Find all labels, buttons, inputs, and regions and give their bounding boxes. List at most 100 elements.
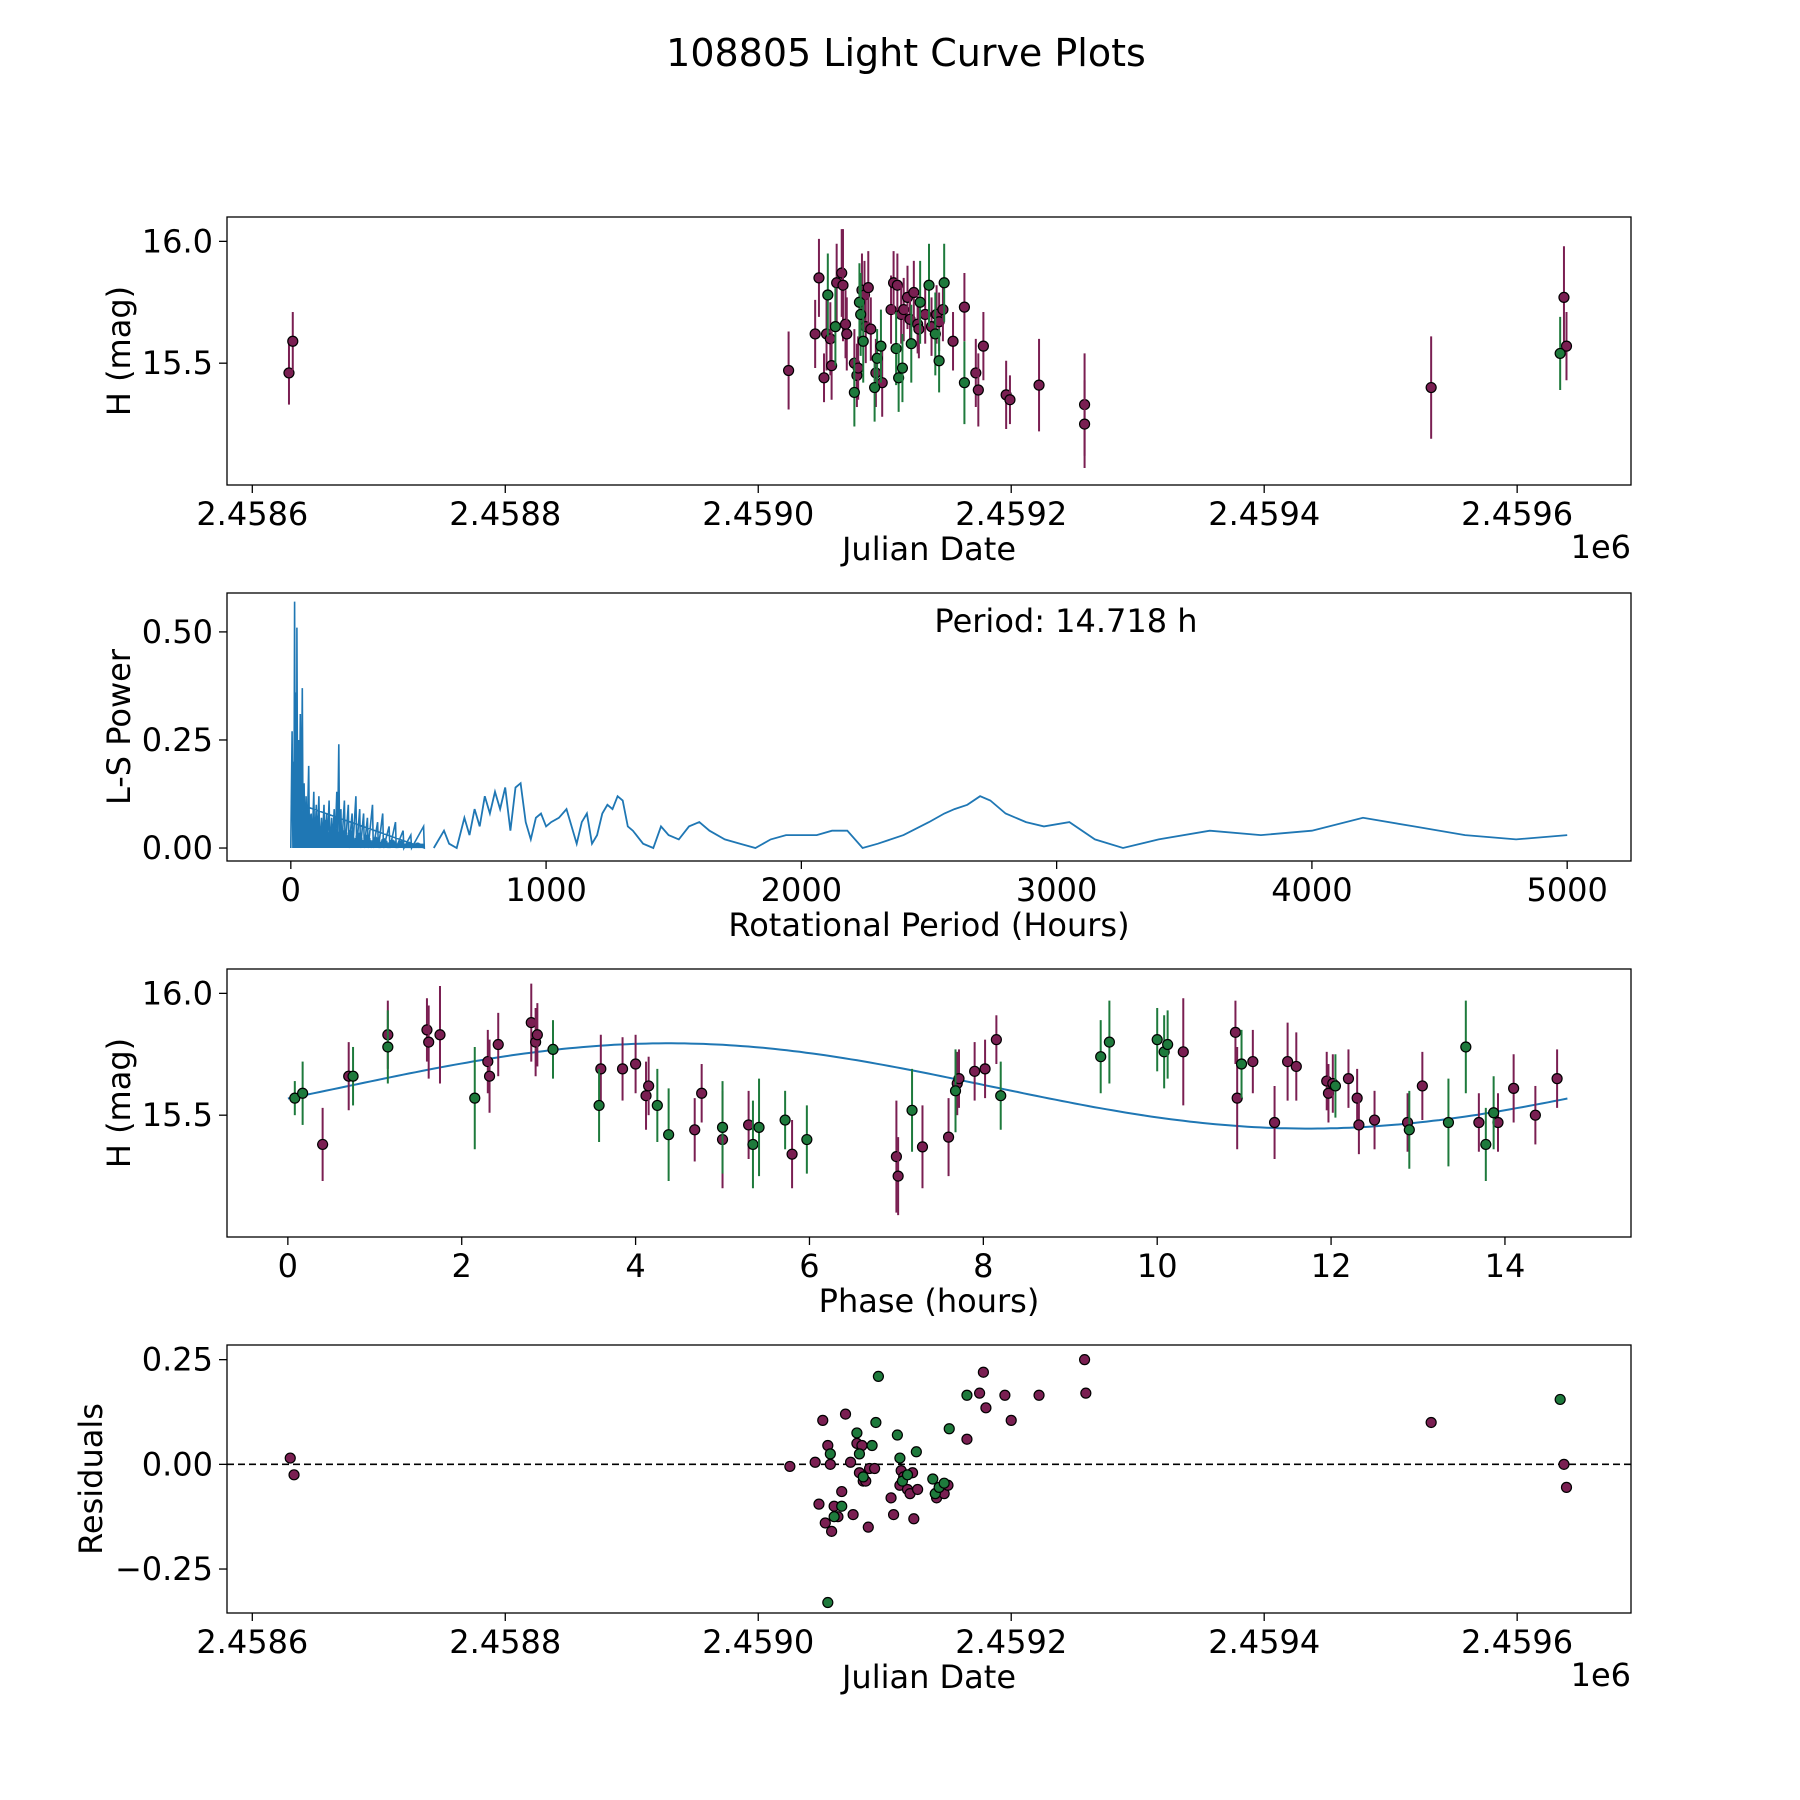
x-tick-label: 14	[1485, 1247, 1526, 1285]
residuals-xlabel: Julian Date	[840, 1658, 1016, 1696]
y-tick-label: −0.25	[115, 1550, 213, 1588]
data-point	[651, 1099, 663, 1112]
data-point	[961, 1389, 973, 1401]
data-point	[1162, 1038, 1174, 1051]
data-point	[1235, 1058, 1248, 1070]
data-point	[753, 1121, 765, 1133]
data-point	[1558, 1458, 1570, 1470]
data-point	[999, 1389, 1011, 1401]
data-point	[910, 1446, 922, 1458]
x-tick-label: 2.4596	[1461, 1623, 1573, 1661]
data-point	[1460, 1041, 1472, 1053]
data-point	[862, 1521, 874, 1533]
data-point	[1403, 1124, 1415, 1136]
data-point	[1329, 1080, 1342, 1092]
data-point	[689, 1124, 701, 1136]
data-point	[958, 301, 971, 313]
periodogram-ticks: 0 1000 2000 3000 4000 5000 0.00 0.25 0.50	[142, 613, 1608, 909]
data-point	[1425, 1416, 1437, 1429]
data-point	[869, 1462, 881, 1475]
x-tick-label: 2.4592	[955, 495, 1067, 533]
data-point	[283, 367, 295, 379]
data-point	[961, 1433, 973, 1445]
periodogram-frame	[226, 592, 1632, 862]
data-point	[1560, 1481, 1573, 1493]
data-point	[347, 1070, 359, 1082]
data-point	[1554, 1393, 1566, 1406]
phase-folded-ylabel: H (mag)	[100, 1038, 138, 1168]
residuals-marks	[227, 1354, 1631, 1609]
data-point	[1351, 1092, 1363, 1104]
data-point	[891, 279, 903, 291]
x-tick-label: 3000	[1016, 871, 1097, 909]
periodogram-curve	[433, 781, 1568, 850]
panel-residuals: 2.4586 2.4588 2.4590 2.4592 2.4594 2.4596 −0.2…	[72, 1341, 1632, 1696]
data-point	[979, 1063, 991, 1075]
data-point	[836, 1500, 848, 1512]
data-point	[809, 1456, 821, 1468]
data-point	[482, 1055, 494, 1068]
data-point	[595, 1063, 607, 1075]
data-point	[1368, 1114, 1381, 1126]
data-point	[288, 1469, 300, 1481]
data-point	[1353, 1119, 1365, 1131]
y-tick-label: 16.0	[142, 974, 213, 1012]
light-curve-offset-label: 1e6	[1571, 528, 1631, 566]
data-point	[890, 1150, 902, 1163]
x-tick-label: 4	[625, 1247, 645, 1285]
data-point	[492, 1038, 504, 1051]
data-point	[977, 1366, 989, 1378]
data-point	[1425, 381, 1437, 394]
y-tick-label: 0.25	[142, 1341, 213, 1379]
data-point	[1095, 1051, 1107, 1063]
data-point	[887, 1508, 900, 1521]
data-point	[817, 1414, 829, 1426]
x-tick-label: 4000	[1271, 871, 1352, 909]
data-point	[894, 1452, 906, 1464]
data-point	[1508, 1082, 1520, 1094]
data-point	[837, 279, 849, 291]
data-point	[937, 303, 949, 316]
data-point	[1416, 1080, 1428, 1092]
data-point	[908, 286, 920, 299]
x-tick-label: 2000	[761, 871, 842, 909]
data-point	[853, 1448, 866, 1460]
data-point	[949, 1085, 962, 1097]
phase-folded-frame	[226, 968, 1632, 1238]
data-point	[1004, 394, 1016, 406]
data-point	[643, 1080, 655, 1092]
light-curve-ylabel: H (mag)	[100, 286, 138, 416]
y-tick-label: 0.00	[142, 829, 213, 867]
data-point	[916, 1141, 929, 1153]
x-tick-label: 2.4586	[196, 495, 308, 533]
data-point	[824, 1448, 836, 1460]
y-tick-label: 0.00	[142, 1445, 213, 1483]
light-curve-frame	[226, 216, 1632, 486]
data-point	[871, 352, 883, 364]
data-point	[1005, 1414, 1017, 1426]
data-point	[929, 328, 941, 340]
data-point	[870, 1416, 882, 1429]
data-point	[317, 1138, 329, 1151]
data-point	[947, 335, 959, 347]
data-point	[747, 1138, 759, 1151]
data-point	[826, 1525, 838, 1537]
data-point	[531, 1029, 543, 1041]
x-tick-label: 8	[973, 1247, 993, 1285]
data-point	[1078, 418, 1091, 430]
x-tick-label: 2.4594	[1208, 495, 1320, 533]
data-point	[914, 296, 926, 308]
data-point	[289, 1092, 301, 1104]
data-point	[1268, 1116, 1281, 1129]
data-point	[1473, 1116, 1485, 1129]
data-point	[927, 1473, 939, 1485]
residuals-ylabel: Residuals	[72, 1403, 110, 1555]
data-point	[287, 335, 299, 347]
data-point	[434, 1029, 446, 1041]
data-point	[1282, 1055, 1294, 1068]
data-point	[847, 1508, 859, 1521]
data-point	[848, 386, 860, 399]
x-tick-label: 2.4596	[1461, 495, 1573, 533]
x-tick-label: 2.4590	[702, 495, 814, 533]
